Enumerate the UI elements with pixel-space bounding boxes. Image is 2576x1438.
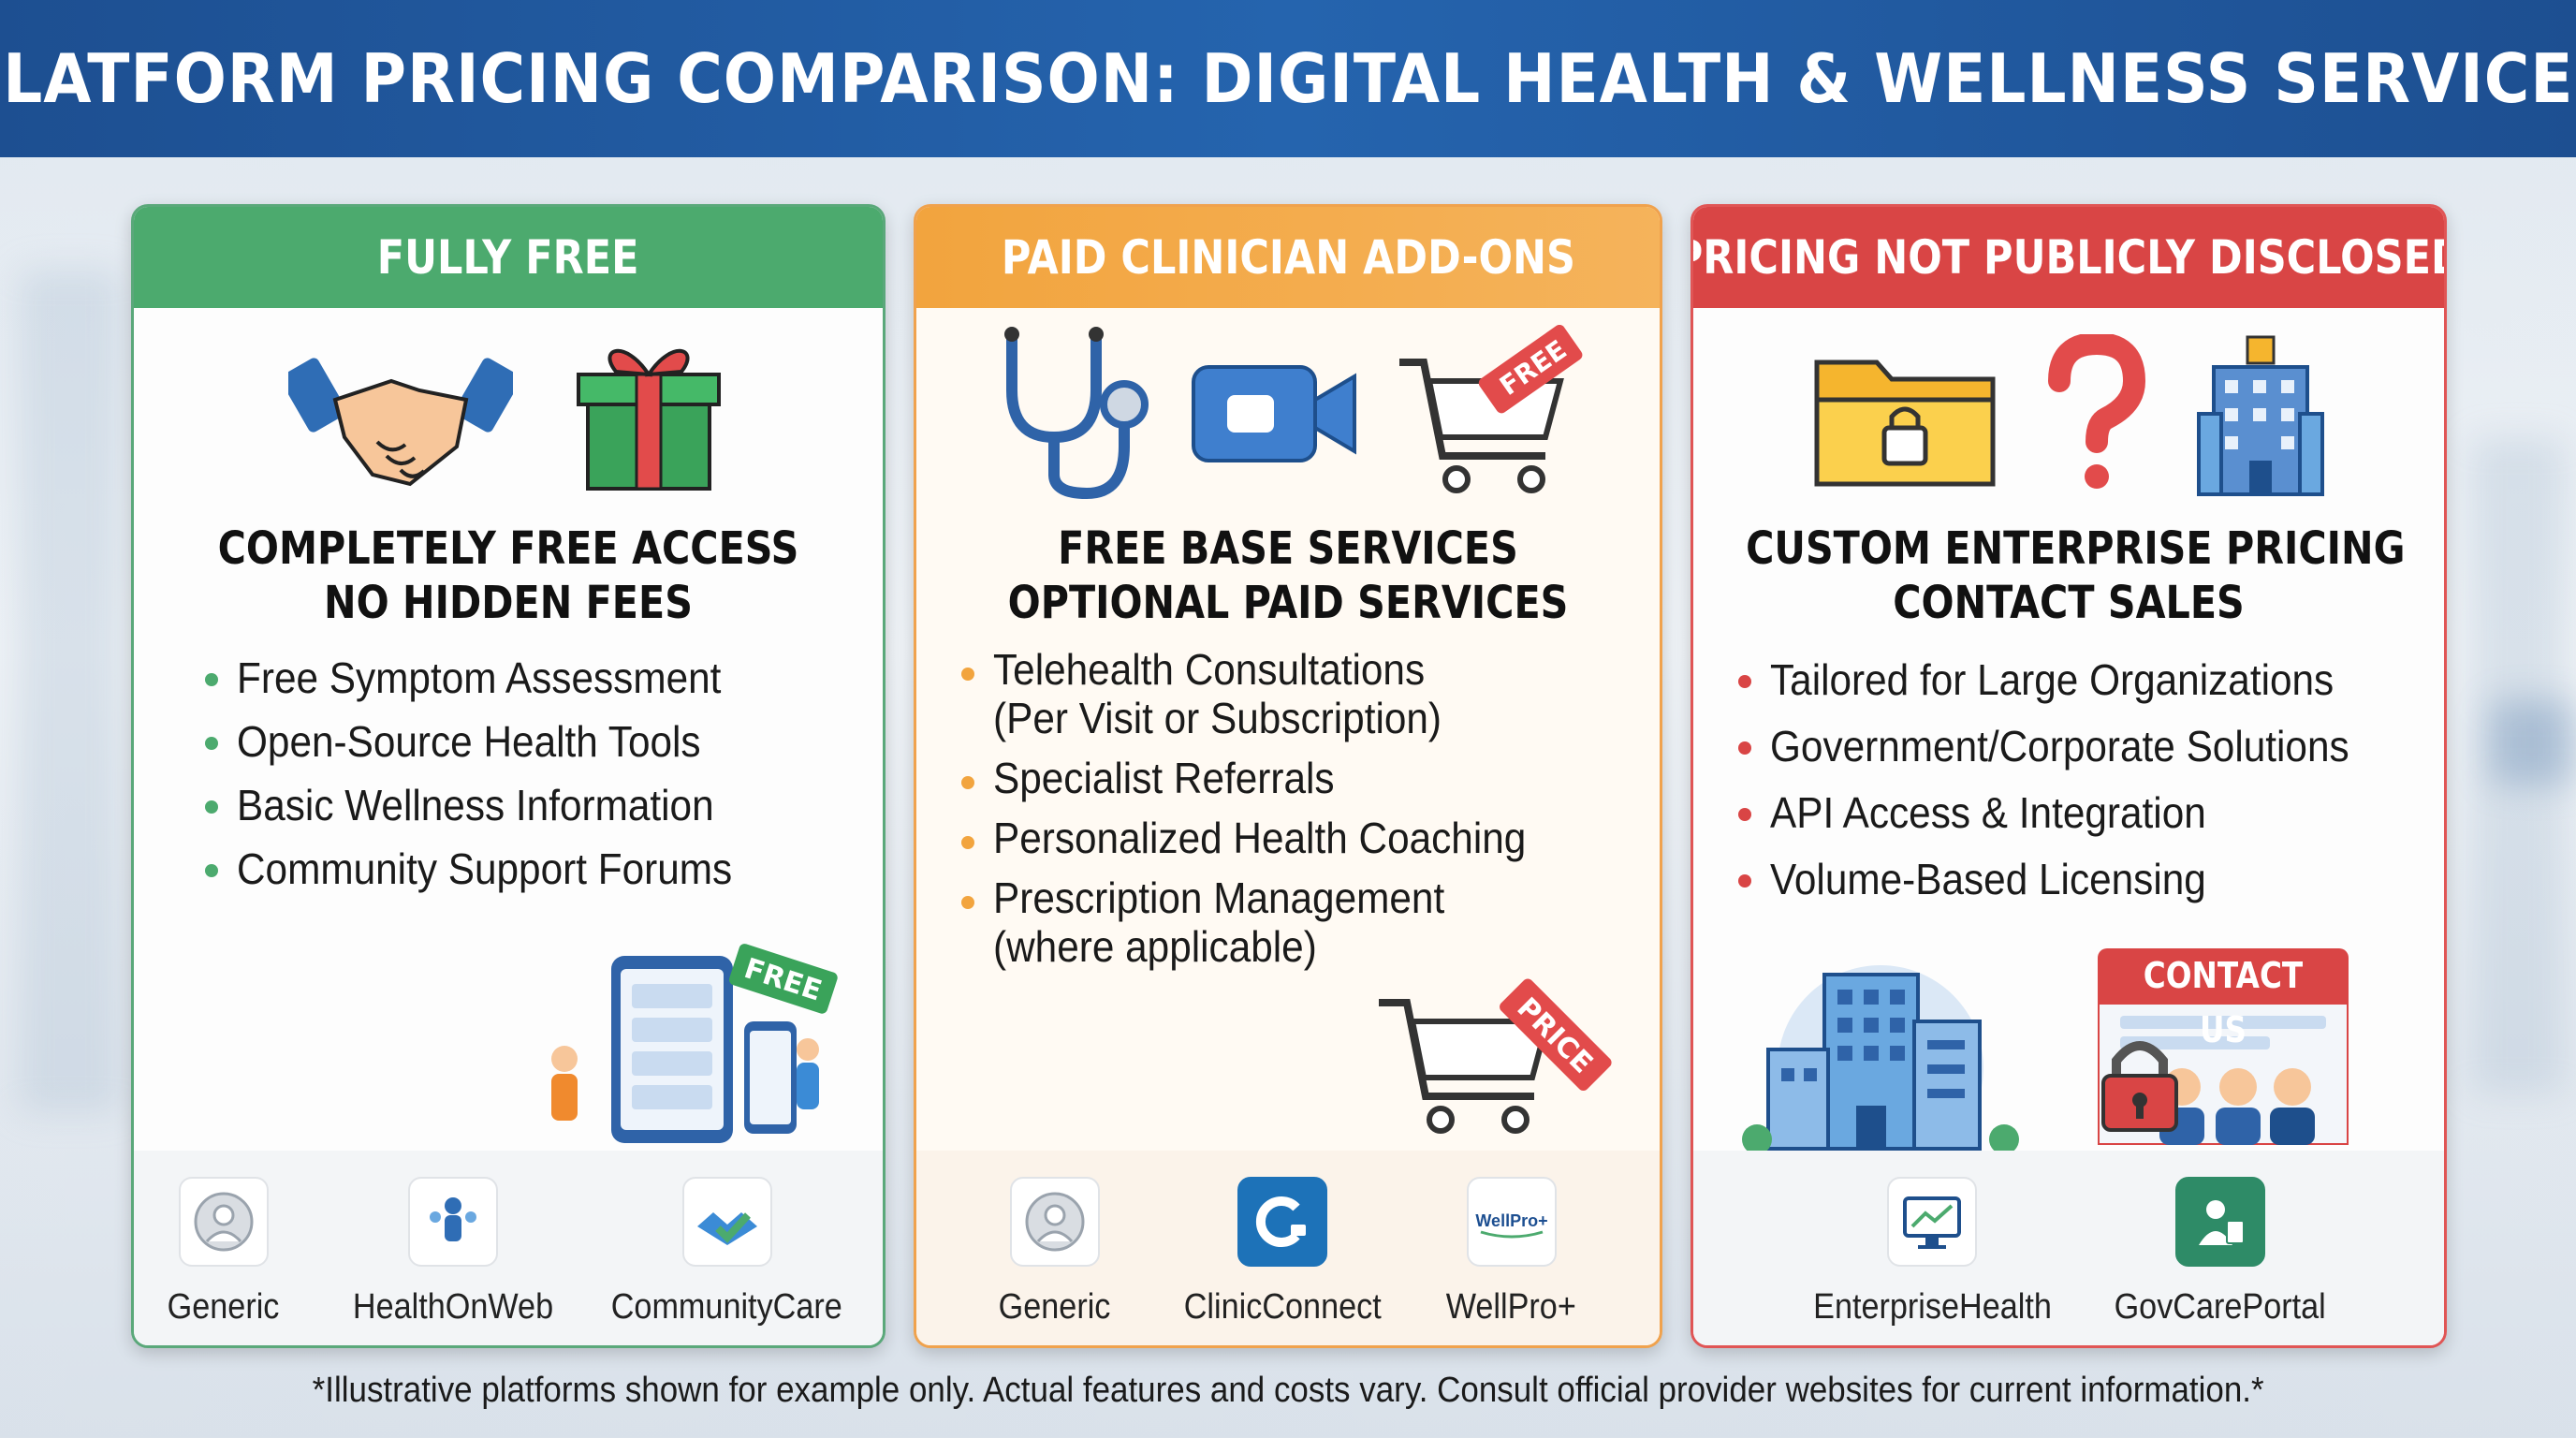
padlock-icon [2101, 1041, 2178, 1132]
panel-header: FULLY FREE [134, 207, 883, 308]
panel-header-label: FULLY FREE [377, 230, 639, 285]
list-item: Basic Wellness Information [201, 778, 883, 832]
feature-list: Tailored for Large Organizations Governm… [1734, 653, 2444, 906]
page-title: PLATFORM PRICING COMPARISON: DIGITAL HEA… [0, 39, 2576, 118]
panel-undisclosed: PRICING NOT PUBLICLY DISCLOSED CUSTOM EN… [1690, 204, 2447, 1348]
office-building-icon [2197, 335, 2324, 496]
enterprise-buildings-illustration [1742, 965, 2019, 1152]
background [0, 157, 2576, 1438]
question-mark-icon [2048, 334, 2146, 489]
headline-line-1: CUSTOM ENTERPRISE PRICING [1746, 522, 2406, 575]
gov-care-portal-icon [2174, 1177, 2265, 1267]
shopping-cart-price-illustration: PRICE [1379, 978, 1612, 1134]
enterprise-health-icon [1887, 1177, 1978, 1267]
stethoscope-icon [1004, 327, 1149, 500]
health-on-web-icon [408, 1177, 499, 1267]
platform-generic[interactable]: Generic [992, 1177, 1117, 1328]
gift-box-icon [577, 348, 721, 491]
list-item: Government/Corporate Solutions [1734, 719, 2444, 773]
list-item: Specialist Referrals [958, 754, 1660, 802]
headline-line-2: CONTACT SALES [1893, 577, 2245, 629]
list-item: Open-Source Health Tools [201, 714, 883, 769]
panel-header: PRICING NOT PUBLICLY DISCLOSED [1693, 207, 2444, 308]
platform-name: Generic [998, 1287, 1111, 1327]
mobile-app-illustration: FREE [551, 944, 838, 1143]
panel-headline: COMPLETELY FREE ACCESS NO HIDDEN FEES [134, 521, 883, 630]
panel-header: PAID CLINICIAN ADD-ONS [916, 207, 1660, 308]
list-item: Personalized Health Coaching [958, 814, 1660, 862]
shopping-cart-free-icon: FREE [1399, 325, 1583, 493]
icon-row [1693, 315, 2444, 512]
platform-name: CommunityCare [610, 1287, 843, 1327]
headline-line-2: NO HIDDEN FEES [324, 577, 693, 629]
generic-user-icon [1009, 1177, 1100, 1267]
list-item: Community Support Forums [201, 842, 883, 896]
headline-line-2: OPTIONAL PAID SERVICES [1007, 577, 1569, 629]
panel-header-label: PRICING NOT PUBLICLY DISCLOSED [1690, 230, 2447, 285]
icon-row [134, 315, 883, 512]
feature-list: Telehealth Consultations (Per Visit or Su… [958, 645, 1660, 971]
platform-name: EnterpriseHealth [1812, 1287, 2052, 1327]
video-camera-icon [1192, 365, 1356, 462]
list-item: Free Symptom Assessment [201, 651, 883, 705]
platform-name: WellPro+ [1446, 1287, 1577, 1327]
list-item: Prescription Management (where applicable… [958, 873, 1660, 971]
platform-name: GovCarePortal [2114, 1287, 2326, 1327]
platform-name: Generic [167, 1287, 280, 1327]
panel-fully-free: FULLY FREE COMPLETELY FREE ACCESS NO HID… [131, 204, 886, 1348]
wellpro-icon: WellPro+ [1466, 1177, 1557, 1267]
panel-headline: FREE BASE SERVICES OPTIONAL PAID SERVICE… [916, 521, 1660, 630]
platform-healthonweb[interactable]: HealthOnWeb [342, 1177, 564, 1328]
platform-logos: Generic ClinicConnect WellPro+ WellPro+ [916, 1151, 1660, 1345]
disclaimer-footnote: *Illustrative platforms shown for exampl… [0, 1371, 2576, 1411]
panel-paid-addons: PAID CLINICIAN ADD-ONS FREE FREE BASE SE… [914, 204, 1662, 1348]
platform-wellpro[interactable]: WellPro+ WellPro+ [1439, 1177, 1584, 1328]
platform-generic[interactable]: Generic [161, 1177, 285, 1328]
footnote-text: *Illustrative platforms shown for exampl… [312, 1371, 2264, 1410]
contact-us-button[interactable]: CONTACT US [2098, 948, 2349, 1050]
panel-header-label: PAID CLINICIAN ADD-ONS [1001, 230, 1575, 285]
generic-user-icon [178, 1177, 269, 1267]
handshake-icon [288, 358, 513, 487]
list-item: API Access & Integration [1734, 785, 2444, 840]
list-item: Tailored for Large Organizations [1734, 653, 2444, 707]
platform-name: HealthOnWeb [353, 1287, 554, 1327]
icon-row: FREE [916, 315, 1660, 512]
list-item: Volume-Based Licensing [1734, 852, 2444, 906]
headline-line-1: COMPLETELY FREE ACCESS [217, 522, 799, 575]
clinic-connect-icon [1237, 1177, 1328, 1267]
headline-line-1: FREE BASE SERVICES [1058, 522, 1518, 575]
platform-logos: EnterpriseHealth GovCarePortal [1693, 1151, 2444, 1345]
feature-list: Free Symptom Assessment Open-Source Heal… [201, 651, 883, 896]
panel-headline: CUSTOM ENTERPRISE PRICING CONTACT SALES [1693, 521, 2444, 630]
list-item: Telehealth Consultations (Per Visit or Su… [958, 645, 1660, 742]
platform-enterprisehealth[interactable]: EnterpriseHealth [1800, 1177, 2065, 1328]
locked-folder-icon [1814, 360, 1996, 487]
community-care-icon [681, 1177, 772, 1267]
platform-communitycare[interactable]: CommunityCare [598, 1177, 856, 1328]
wellpro-logo-text: WellPro+ [1475, 1211, 1547, 1230]
platform-name: ClinicConnect [1183, 1287, 1382, 1327]
contact-us-card[interactable]: CONTACT US [2098, 948, 2349, 1145]
title-banner: PLATFORM PRICING COMPARISON: DIGITAL HEA… [0, 0, 2576, 157]
platform-clinicconnect[interactable]: ClinicConnect [1173, 1177, 1392, 1328]
platform-logos: Generic HealthOnWeb CommunityCare [134, 1151, 883, 1345]
platform-govcareportal[interactable]: GovCarePortal [2102, 1177, 2337, 1328]
